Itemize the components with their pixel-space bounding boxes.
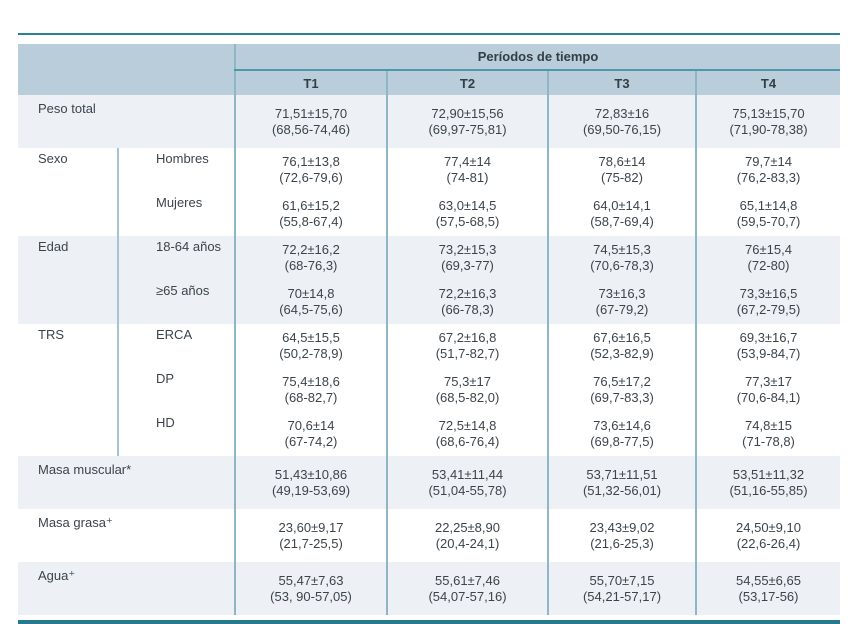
data-cell: 72,2±16,3 (66-78,3) (386, 280, 548, 324)
data-cell: 70±14,8 (64,5-75,6) (234, 280, 387, 324)
data-cell: 72,5±14,8 (68,6-76,4) (386, 412, 548, 456)
data-cell: 24,50±9,10 (22,6-26,4) (694, 509, 841, 562)
data-cell: 74,5±15,3 (70,6-78,3) (547, 236, 696, 280)
sub-label-65-mas: ≥65 años (117, 280, 235, 324)
data-cell: 63,0±14,5 (57,5-68,5) (386, 192, 548, 236)
table-row: DP 75,4±18,6 (68-82,7) 75,3±17 (68,5-82,… (18, 368, 841, 412)
data-cell: 73,2±15,3 (69,3-77) (386, 236, 548, 280)
data-cell: 73,3±16,5 (67,2-79,5) (694, 280, 841, 324)
top-rule (18, 33, 840, 35)
data-cell: 53,71±11,51 (51,32-56,01) (547, 456, 696, 509)
col-header-t1: T1 (234, 70, 387, 95)
col-header-t2: T2 (386, 70, 548, 95)
data-cell: 67,6±16,5 (52,3-82,9) (547, 324, 696, 368)
data-cell: 76,5±17,2 (69,7-83,3) (547, 368, 696, 412)
time-periods-table: Períodos de tiempo T1 T2 T3 T4 Peso tota… (18, 44, 841, 615)
table-row: ≥65 años 70±14,8 (64,5-75,6) 72,2±16,3 (… (18, 280, 841, 324)
data-cell: 67,2±16,8 (51,7-82,7) (386, 324, 548, 368)
data-cell: 23,60±9,17 (21,7-25,5) (234, 509, 387, 562)
table-row: Masa muscular* 51,43±10,86 (49,19-53,69)… (18, 456, 841, 509)
row-label-trs: TRS (18, 324, 118, 456)
data-cell: 75,4±18,6 (68-82,7) (234, 368, 387, 412)
data-cell: 22,25±8,90 (20,4-24,1) (386, 509, 548, 562)
data-cell: 55,70±7,15 (54,21-57,17) (547, 562, 696, 615)
data-cell: 53,51±11,32 (51,16-55,85) (694, 456, 841, 509)
row-label-sexo: Sexo (18, 148, 118, 236)
corner-cell (18, 44, 235, 95)
data-cell: 75,13±15,70 (71,90-78,38) (694, 95, 841, 148)
periods-group-header: Períodos de tiempo (233, 44, 841, 71)
table-body: Peso total 71,51±15,70 (68,56-74,46) 72,… (18, 95, 841, 615)
data-cell: 79,7±14 (76,2-83,3) (694, 148, 841, 192)
header-row-periods: Períodos de tiempo (18, 44, 841, 95)
data-cell: 64,0±14,1 (58,7-69,4) (547, 192, 696, 236)
table-figure: Períodos de tiempo T1 T2 T3 T4 Peso tota… (18, 33, 841, 624)
data-cell: 71,51±15,70 (68,56-74,46) (234, 95, 387, 148)
row-label-masa-grasa: Masa grasa⁺ (18, 509, 235, 562)
data-cell: 55,47±7,63 (53, 90-57,05) (234, 562, 387, 615)
data-cell: 23,43±9,02 (21,6-25,3) (547, 509, 696, 562)
data-cell: 55,61±7,46 (54,07-57,16) (386, 562, 548, 615)
table-row: Edad 18-64 años 72,2±16,2 (68-76,3) 73,2… (18, 236, 841, 324)
data-cell: 73±16,3 (67-79,2) (547, 280, 696, 324)
row-label-peso-total: Peso total (18, 95, 235, 148)
sub-label-dp: DP (117, 368, 235, 412)
table-row: Masa grasa⁺ 23,60±9,17 (21,7-25,5) 22,25… (18, 509, 841, 562)
data-cell: 74,8±15 (71-78,8) (694, 412, 841, 456)
data-cell: 70,6±14 (67-74,2) (234, 412, 387, 456)
row-label-masa-muscular: Masa muscular* (18, 456, 235, 509)
row-label-agua: Agua⁺ (18, 562, 235, 615)
data-cell: 65,1±14,8 (59,5-70,7) (694, 192, 841, 236)
sub-label-18-64: 18-64 años (117, 236, 235, 280)
data-cell: 76,1±13,8 (72,6-79,6) (234, 148, 387, 192)
col-header-t3: T3 (547, 70, 696, 95)
data-cell: 64,5±15,5 (50,2-78,9) (234, 324, 387, 368)
data-cell: 51,43±10,86 (49,19-53,69) (234, 456, 387, 509)
data-cell: 73,6±14,6 (69,8-77,5) (547, 412, 696, 456)
data-cell: 78,6±14 (75-82) (547, 148, 696, 192)
data-cell: 61,6±15,2 (55,8-67,4) (234, 192, 387, 236)
data-cell: 76±15,4 (72-80) (694, 236, 841, 280)
sub-label-hd: HD (117, 412, 235, 456)
row-label-edad: Edad (18, 236, 118, 324)
sub-label-hombres: Hombres (117, 148, 235, 192)
data-cell: 72,90±15,56 (69,97-75,81) (386, 95, 548, 148)
table-row: Sexo Hombres 76,1±13,8 (72,6-79,6) 77,4±… (18, 148, 841, 236)
data-cell: 72,83±16 (69,50-76,15) (547, 95, 696, 148)
table-row: HD 70,6±14 (67-74,2) 72,5±14,8 (68,6-76,… (18, 412, 841, 456)
data-cell: 72,2±16,2 (68-76,3) (234, 236, 387, 280)
header-row-columns: T1 T2 T3 T4 (18, 70, 841, 95)
data-cell: 69,3±16,7 (53,9-84,7) (694, 324, 841, 368)
bottom-rule (18, 620, 840, 624)
data-cell: 77,3±17 (70,6-84,1) (694, 368, 841, 412)
table-row: Mujeres 61,6±15,2 (55,8-67,4) 63,0±14,5 … (18, 192, 841, 236)
data-cell: 54,55±6,65 (53,17-56) (694, 562, 841, 615)
table-row: Agua⁺ 55,47±7,63 (53, 90-57,05) 55,61±7,… (18, 562, 841, 615)
sub-label-mujeres: Mujeres (117, 192, 235, 236)
sub-label-erca: ERCA (117, 324, 235, 368)
table-header: Períodos de tiempo T1 T2 T3 T4 (18, 44, 841, 95)
table-row: TRS ERCA 64,5±15,5 (50,2-78,9) 67,2±16,8… (18, 324, 841, 456)
data-cell: 77,4±14 (74-81) (386, 148, 548, 192)
data-cell: 53,41±11,44 (51,04-55,78) (386, 456, 548, 509)
col-header-t4: T4 (694, 70, 841, 95)
table-row: Peso total 71,51±15,70 (68,56-74,46) 72,… (18, 95, 841, 148)
data-cell: 75,3±17 (68,5-82,0) (386, 368, 548, 412)
